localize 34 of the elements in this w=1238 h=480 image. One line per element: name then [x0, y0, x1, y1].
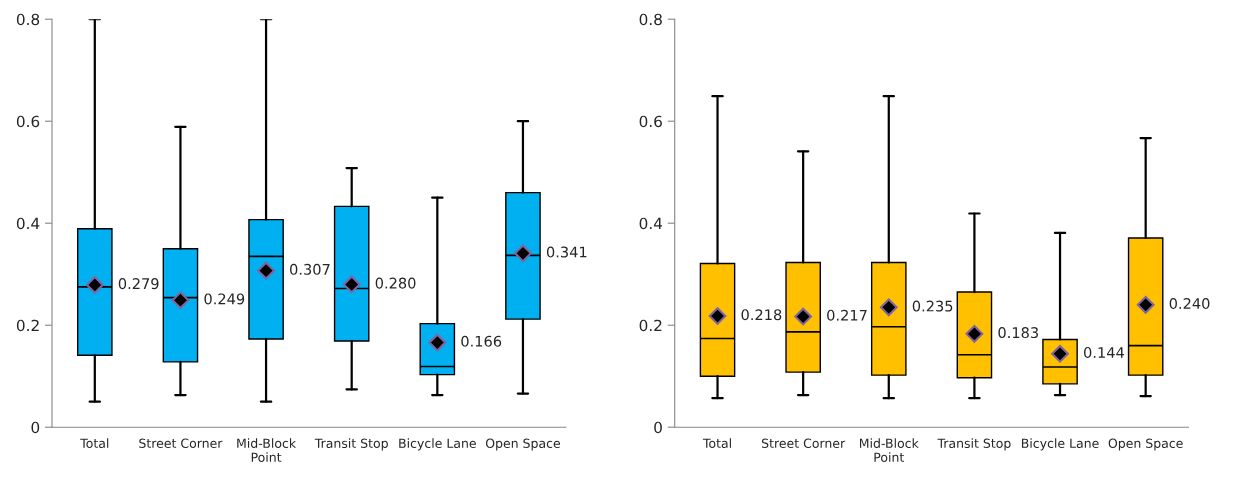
y-tick-label: 0.8: [16, 13, 40, 26]
text: 0.240: [1169, 298, 1210, 310]
text: 0.217: [827, 309, 867, 321]
x-tick-label: Bicycle Lane: [1021, 438, 1099, 451]
text: 0.307: [290, 263, 330, 275]
text: 0.235: [912, 300, 953, 312]
text: 0.341: [546, 246, 587, 258]
text: 0.249: [204, 293, 245, 305]
x-tick-label: Open Space: [485, 438, 561, 451]
text: 0.279: [118, 278, 159, 290]
y-tick-label: 0.8: [639, 13, 662, 26]
x-tick-label: Mid-Block Point: [237, 438, 297, 462]
y-tick-label: 0.4: [16, 217, 40, 230]
text: 0.280: [375, 277, 416, 289]
y-tick-label: 0: [31, 421, 40, 434]
x-tick-label: Mid-Block Point: [859, 438, 919, 462]
x-tick-label: Total: [80, 438, 109, 448]
y-tick-label: 0.4: [639, 217, 663, 230]
x-tick-label: Total: [702, 438, 731, 448]
text: 0.144: [1084, 346, 1124, 358]
y-tick-label: 0: [654, 421, 662, 434]
x-tick-label: Transit Stop: [937, 438, 1011, 451]
y-tick-label: 0.6: [639, 115, 662, 128]
x-tick-label: Bicycle Lane: [399, 438, 476, 451]
text: 0.166: [461, 335, 502, 347]
y-tick-label: 0.2: [16, 319, 39, 332]
text: 0.218: [741, 309, 782, 321]
y-tick-label: 0.2: [639, 319, 662, 332]
x-tick-label: Street Corner: [139, 438, 223, 448]
x-tick-label: Open Space: [1108, 438, 1183, 451]
x-tick-label: Street Corner: [761, 438, 846, 448]
x-tick-label: Transit Stop: [314, 438, 388, 451]
text: 0.183: [998, 327, 1038, 339]
y-tick-label: 0.6: [16, 115, 40, 128]
